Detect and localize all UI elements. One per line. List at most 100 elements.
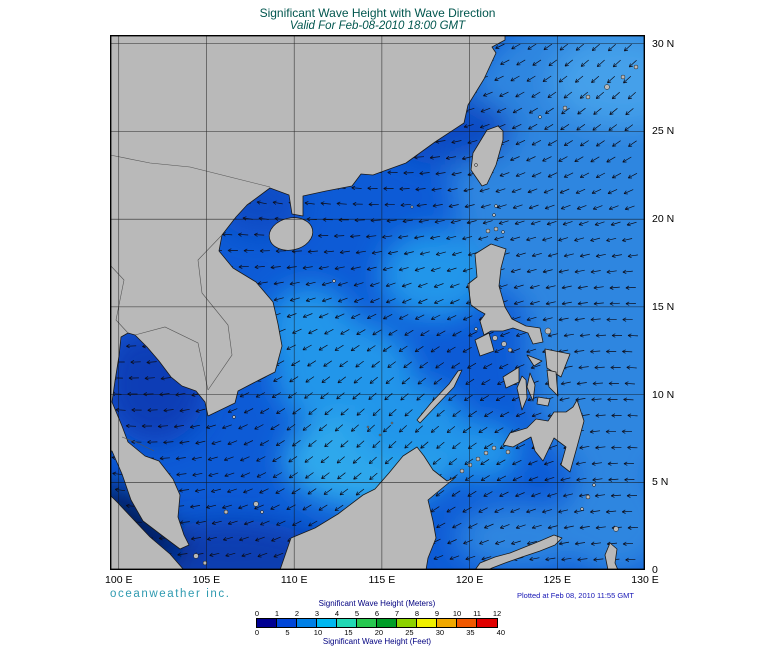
lat-tick-label: 10 N	[652, 388, 675, 401]
meters-tick-label: 12	[492, 609, 502, 618]
map-frame	[110, 35, 645, 570]
lon-tick-label: 100 E	[105, 574, 133, 586]
lat-tick-label: 30 N	[652, 37, 675, 50]
small-island	[538, 115, 542, 119]
legend-feet-title: Significant Wave Height (Feet)	[322, 637, 432, 646]
small-island	[501, 341, 507, 347]
small-island	[459, 468, 465, 474]
colorbar-segment	[377, 619, 397, 627]
meters-tick-row: 0 1 2 3 4 5 6 7 8 9 10 11 12	[254, 609, 502, 618]
landmass	[474, 332, 495, 357]
lon-tick-label: 125 E	[543, 574, 571, 586]
small-island	[562, 105, 568, 111]
lon-tick-label: 105 E	[192, 574, 221, 586]
oceanweather-logo-text: oceanweather inc.	[110, 588, 231, 600]
wave-height-map	[110, 35, 645, 570]
meters-tick-label: 9	[434, 609, 440, 618]
lat-tick-label: 0	[652, 564, 658, 576]
small-island	[253, 501, 259, 507]
land-layer	[110, 35, 639, 570]
meters-tick-label: 5	[354, 609, 360, 618]
small-island	[613, 526, 619, 532]
small-island	[475, 456, 481, 462]
page-title: Significant Wave Height with Wave Direct…	[259, 6, 496, 20]
small-island	[585, 94, 591, 100]
small-island	[544, 327, 552, 335]
small-island	[492, 213, 496, 217]
small-island	[507, 347, 513, 353]
landmass	[546, 369, 559, 397]
meters-tick-label: 8	[414, 609, 420, 618]
meters-tick-label: 1	[274, 609, 280, 618]
small-island	[493, 226, 499, 232]
colorbar-segment	[297, 619, 317, 627]
feet-tick-label: 5	[285, 628, 290, 637]
small-island	[585, 494, 591, 500]
lon-tick-label: 110 E	[280, 574, 308, 586]
landmass	[502, 399, 585, 473]
small-island	[332, 279, 336, 283]
feet-tick-label: 30	[435, 628, 445, 637]
small-island	[410, 205, 414, 209]
colorbar-segment	[457, 619, 477, 627]
colorbar-segment	[257, 619, 277, 627]
meters-tick-label: 10	[452, 609, 462, 618]
small-island	[223, 509, 229, 515]
colorbar-segment	[437, 619, 457, 627]
landmass	[110, 494, 185, 570]
colorbar-segment	[397, 619, 417, 627]
landmass	[526, 354, 543, 367]
small-island	[260, 510, 264, 514]
small-island	[390, 421, 394, 425]
small-island	[580, 507, 584, 511]
small-island	[501, 230, 505, 234]
meters-tick-label: 0	[254, 609, 260, 618]
colorbar-segment	[337, 619, 357, 627]
feet-tick-label: 20	[374, 628, 384, 637]
small-island	[494, 204, 498, 208]
colorbar-segment	[277, 619, 297, 627]
meters-tick-label: 11	[473, 609, 481, 618]
small-island	[366, 425, 370, 429]
lat-tick-label: 20 N	[652, 213, 675, 226]
feet-tick-label: 35	[466, 628, 475, 637]
landmass	[416, 369, 463, 424]
lat-tick-label: 5 N	[652, 476, 669, 489]
meters-tick-label: 2	[294, 609, 300, 618]
feet-tick-label: 40	[496, 628, 505, 637]
landmass	[604, 542, 619, 570]
meters-tick-label: 6	[374, 609, 380, 618]
small-island	[193, 553, 199, 559]
lat-tick-label: 25 N	[652, 125, 675, 138]
colorbar-segment	[477, 619, 497, 627]
colorbar-segment	[317, 619, 337, 627]
landmass	[110, 35, 506, 550]
small-island	[378, 433, 382, 437]
landmass	[467, 243, 544, 345]
landmass	[526, 372, 536, 402]
feet-tick-label: 15	[344, 628, 353, 637]
valid-time-subtitle: Valid For Feb-08-2010 18:00 GMT	[289, 20, 466, 32]
small-island	[491, 445, 497, 451]
landmass	[279, 446, 457, 570]
small-island	[505, 449, 511, 455]
country-borders	[110, 154, 271, 452]
small-island	[232, 415, 236, 419]
plotted-timestamp: Plotted at Feb 08, 2010 11:55 GMT	[517, 591, 635, 600]
feet-tick-label: 25	[405, 628, 414, 637]
small-island	[474, 327, 478, 331]
meters-tick-label: 3	[314, 609, 320, 618]
colorbar-segment	[357, 619, 377, 627]
small-island	[474, 163, 478, 167]
lon-tick-label: 115 E	[368, 574, 396, 586]
small-island	[202, 560, 208, 566]
feet-tick-row: 0 5 10 15 20 25 30 35 40	[255, 628, 505, 637]
meters-tick-label: 4	[334, 609, 340, 618]
colorbar-segment	[417, 619, 437, 627]
small-island	[467, 462, 473, 468]
feet-tick-label: 10	[313, 628, 323, 637]
small-island	[492, 335, 498, 341]
landmass	[474, 534, 563, 570]
